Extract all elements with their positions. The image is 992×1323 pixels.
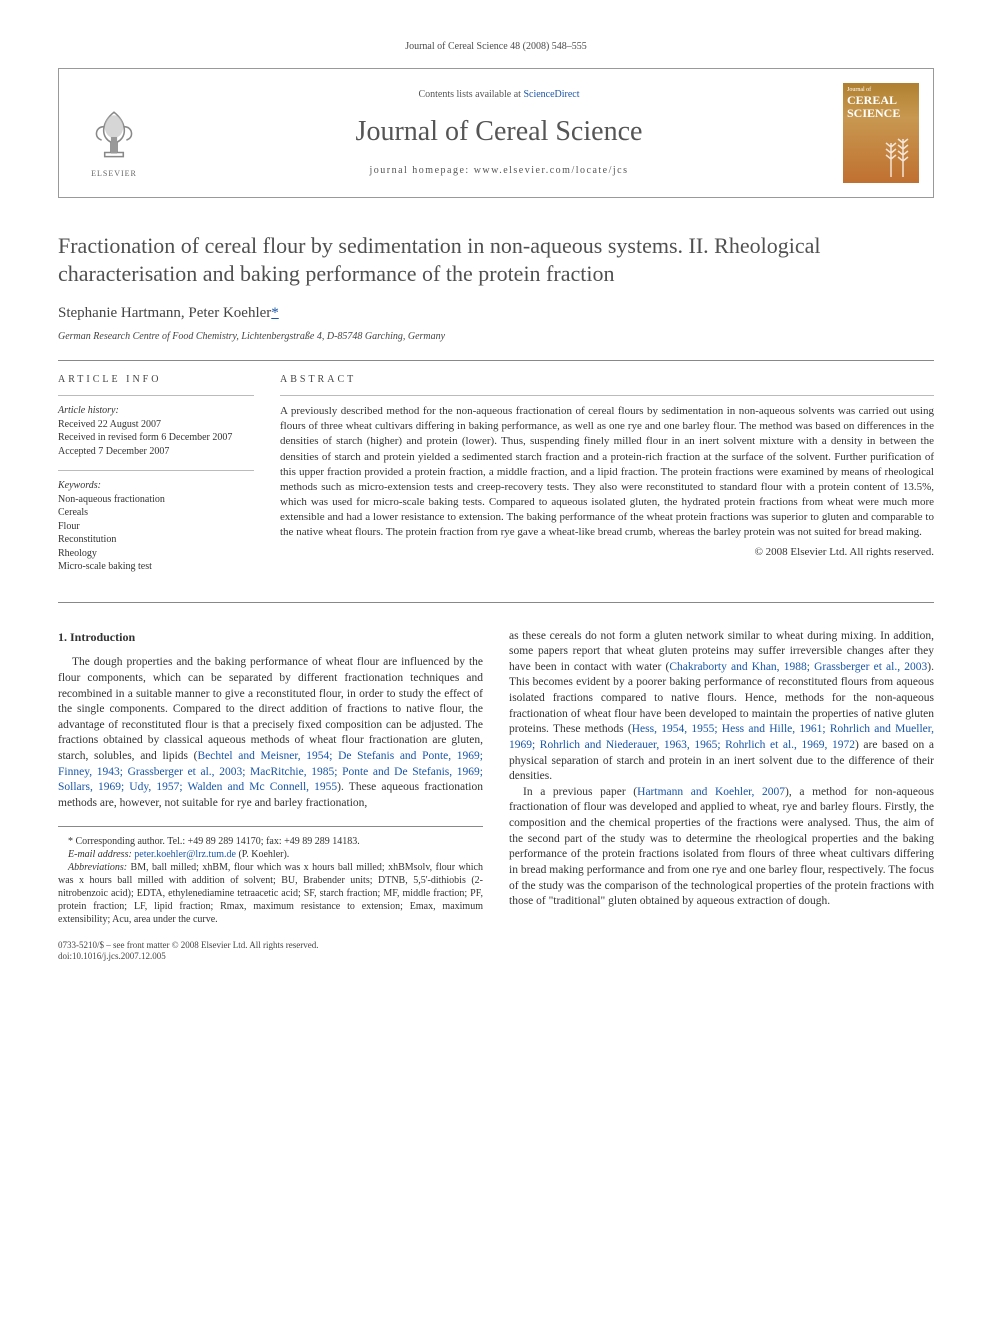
journal-homepage: journal homepage: www.elsevier.com/locat… [165, 164, 833, 178]
abstract-column: ABSTRACT A previously described method f… [280, 373, 934, 586]
article-info-heading: ARTICLE INFO [58, 373, 254, 387]
abstract-heading: ABSTRACT [280, 373, 934, 387]
accepted-date: Accepted 7 December 2007 [58, 445, 254, 459]
abstract-copyright: © 2008 Elsevier Ltd. All rights reserved… [280, 545, 934, 560]
homepage-url: www.elsevier.com/locate/jcs [474, 165, 629, 176]
divider [58, 360, 934, 361]
front-matter-meta: 0733-5210/$ – see front matter © 2008 El… [58, 940, 483, 963]
abstract-text: A previously described method for the no… [280, 404, 934, 541]
corresponding-author-mark[interactable]: * [271, 305, 279, 321]
cover-line3: SCIENCE [847, 107, 915, 120]
wheat-icon [883, 133, 913, 177]
para-text: In a previous paper ( [523, 786, 637, 798]
keywords-block: Keywords: Non-aqueous fractionation Cere… [58, 479, 254, 574]
email-footnote: E-mail address: peter.koehler@lrz.tum.de… [58, 848, 483, 861]
masthead: ELSEVIER Contents lists available at Sci… [58, 68, 934, 198]
keyword-item: Reconstitution [58, 533, 254, 547]
body-two-column: 1. Introduction The dough properties and… [58, 629, 934, 963]
right-column: as these cereals do not form a gluten ne… [509, 629, 934, 963]
affiliation: German Research Centre of Food Chemistry… [58, 330, 934, 344]
keyword-item: Flour [58, 520, 254, 534]
article-title: Fractionation of cereal flour by sedimen… [58, 232, 934, 287]
contents-prefix: Contents lists available at [418, 89, 523, 100]
body-paragraph: In a previous paper (Hartmann and Koehle… [509, 785, 934, 910]
keyword-item: Rheology [58, 547, 254, 561]
footnotes: * Corresponding author. Tel.: +49 89 289… [58, 826, 483, 926]
abbreviations-footnote: Abbreviations: BM, ball milled; xhBM, fl… [58, 861, 483, 926]
author-list: Stephanie Hartmann, Peter Koehler* [58, 303, 934, 324]
corresponding-author-footnote: * Corresponding author. Tel.: +49 89 289… [58, 835, 483, 848]
body-paragraph: The dough properties and the baking perf… [58, 655, 483, 811]
history-label: Article history: [58, 404, 254, 418]
divider [58, 395, 254, 396]
divider [58, 602, 934, 603]
keyword-item: Cereals [58, 506, 254, 520]
article-info-column: ARTICLE INFO Article history: Received 2… [58, 373, 254, 586]
authors-text: Stephanie Hartmann, Peter Koehler [58, 305, 271, 321]
abbrev-label: Abbreviations: [68, 862, 127, 873]
email-label: E-mail address: [68, 849, 134, 860]
divider [58, 470, 254, 471]
citation-link[interactable]: Hartmann and Koehler, 2007 [637, 786, 785, 798]
body-paragraph: as these cereals do not form a gluten ne… [509, 629, 934, 785]
revised-date: Received in revised form 6 December 2007 [58, 431, 254, 445]
divider [280, 395, 934, 396]
elsevier-tree-icon [83, 106, 145, 168]
publisher-logo: ELSEVIER [73, 87, 155, 179]
received-date: Received 22 August 2007 [58, 418, 254, 432]
publisher-label: ELSEVIER [91, 168, 137, 179]
front-matter-line: 0733-5210/$ – see front matter © 2008 El… [58, 940, 483, 952]
left-column: 1. Introduction The dough properties and… [58, 629, 483, 963]
homepage-prefix: journal homepage: [369, 165, 473, 176]
keywords-label: Keywords: [58, 479, 254, 493]
keyword-item: Non-aqueous fractionation [58, 493, 254, 507]
email-post: (P. Koehler). [236, 849, 289, 860]
article-history: Article history: Received 22 August 2007… [58, 404, 254, 458]
doi-line: doi:10.1016/j.jcs.2007.12.005 [58, 951, 483, 963]
info-abstract-row: ARTICLE INFO Article history: Received 2… [58, 373, 934, 586]
para-text: The dough properties and the baking perf… [58, 656, 483, 762]
running-header: Journal of Cereal Science 48 (2008) 548–… [58, 40, 934, 54]
cover-line2: CEREAL [847, 94, 915, 107]
sciencedirect-link[interactable]: ScienceDirect [523, 89, 579, 100]
para-text: ), a method for non-aqueous fractionatio… [509, 786, 934, 907]
journal-cover-thumbnail: Journal of CEREAL SCIENCE [843, 83, 919, 183]
journal-name: Journal of Cereal Science [165, 112, 833, 151]
citation-link[interactable]: Chakraborty and Khan, 1988; Grassberger … [669, 661, 927, 673]
contents-available-line: Contents lists available at ScienceDirec… [165, 88, 833, 102]
section-heading-introduction: 1. Introduction [58, 629, 483, 646]
keyword-item: Micro-scale baking test [58, 560, 254, 574]
email-link[interactable]: peter.koehler@lrz.tum.de [134, 849, 236, 860]
masthead-center: Contents lists available at ScienceDirec… [155, 88, 843, 177]
